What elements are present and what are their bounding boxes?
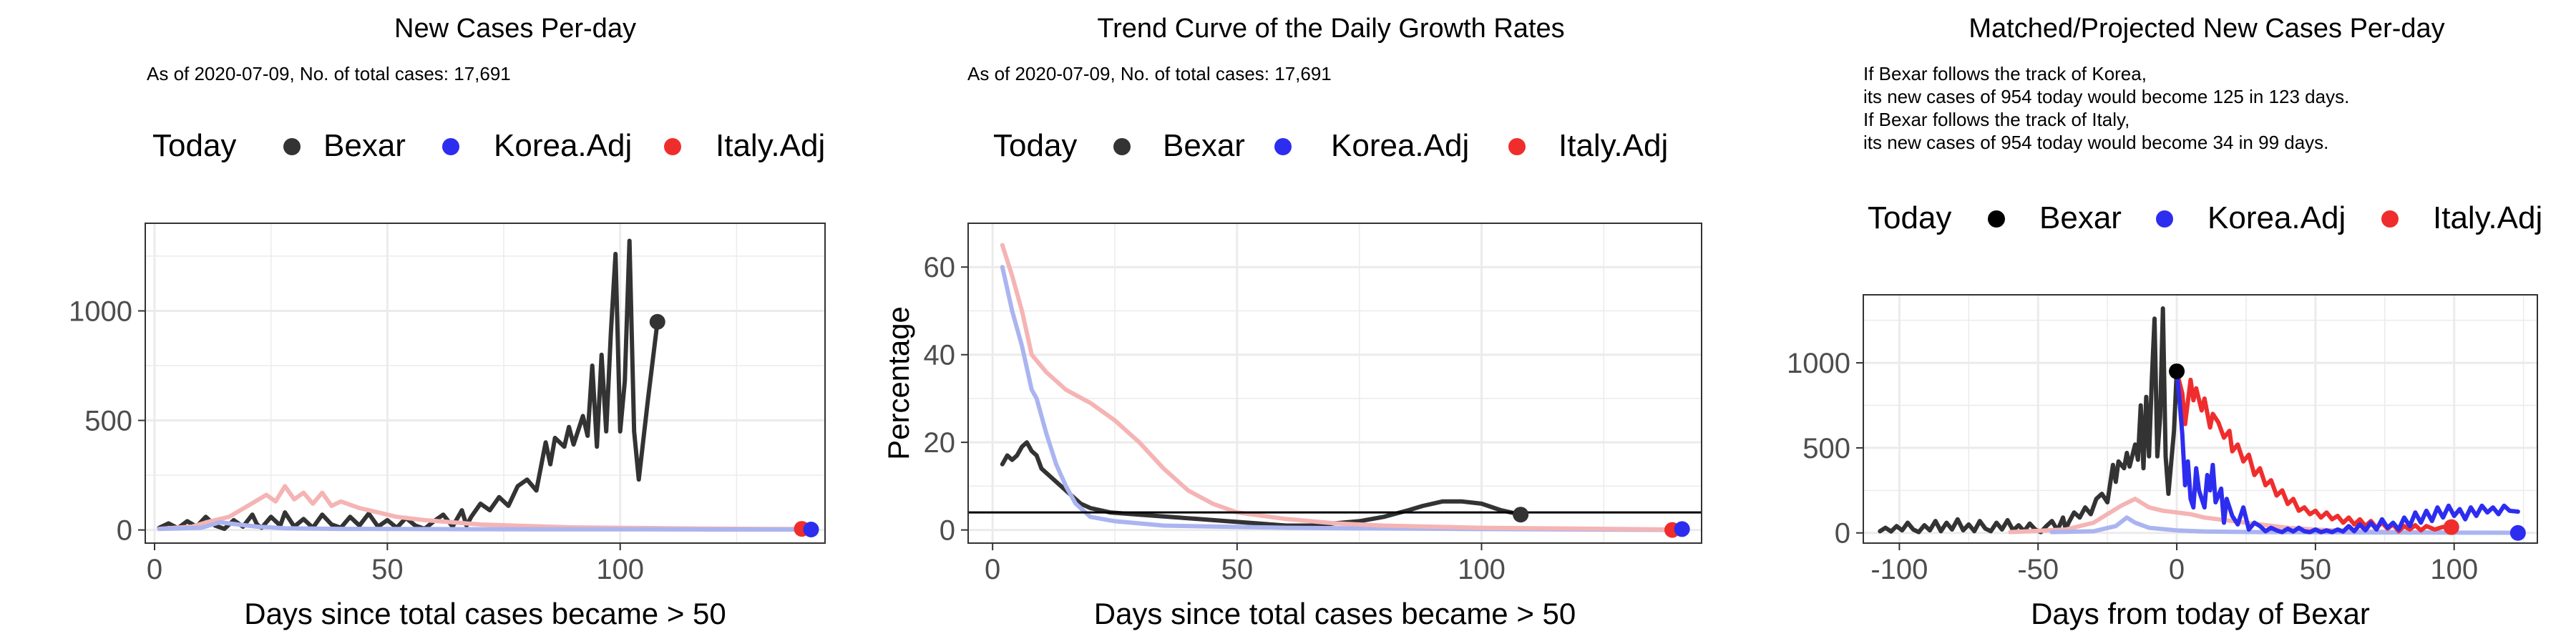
y-axis-label: Percentage — [882, 306, 915, 460]
legend-label-bexar: Bexar — [1163, 128, 1245, 163]
chart-panel-1: New Cases Per-day As of 2020-07-09, No. o… — [69, 14, 826, 630]
today-point-korea-adj — [803, 522, 819, 538]
x-tick-label: 100 — [1458, 554, 1506, 585]
legend-title: Today — [1868, 200, 1951, 235]
y-tick-label: 0 — [1835, 518, 1850, 550]
y-tick-label: 1000 — [69, 296, 132, 327]
legend-label-korea: Korea.Adj — [494, 128, 632, 163]
y-tick-label: 1000 — [1787, 348, 1850, 379]
chart-legend: Today Bexar Korea.Adj Italy.Adj — [152, 128, 825, 163]
series-line-bexar — [1878, 306, 2179, 535]
legend-marker-bexar — [1113, 138, 1131, 155]
x-tick-label: 0 — [985, 554, 1000, 585]
chart-title: New Cases Per-day — [394, 14, 636, 44]
today-point-bexar — [649, 313, 665, 330]
chart-panel-2: Trend Curve of the Daily Growth Rates As … — [882, 14, 1702, 630]
chart-subtitle: As of 2020-07-09, No. of total cases: 17… — [147, 63, 511, 84]
annotation-line: its new cases of 954 today would become … — [1863, 86, 2349, 107]
y-tick-label: 20 — [924, 427, 956, 459]
legend-label-korea: Korea.Adj — [1331, 128, 1469, 163]
annotation-line: its new cases of 954 today would become … — [1863, 132, 2328, 153]
grid-lines — [968, 223, 1702, 543]
series-line-korea-adj — [157, 519, 814, 532]
legend-marker-italy — [1508, 138, 1526, 155]
chart-title: Trend Curve of the Daily Growth Rates — [1097, 14, 1564, 44]
today-point-italy-adj — [2443, 519, 2459, 535]
series-group — [1000, 243, 1684, 532]
legend-label-bexar: Bexar — [2039, 200, 2122, 235]
legend-label-italy: Italy.Adj — [2433, 200, 2542, 235]
chart-title: Matched/Projected New Cases Per-day — [1968, 14, 2444, 44]
series-group — [1878, 306, 2520, 535]
x-tick-label: -50 — [2017, 554, 2059, 585]
x-tick-label: 100 — [596, 554, 644, 585]
today-point-korea-adj — [2509, 525, 2526, 541]
legend-label-korea: Korea.Adj — [2207, 200, 2346, 235]
legend-marker-korea — [442, 138, 459, 155]
x-tick-label: 0 — [147, 554, 162, 585]
legend-marker-italy — [664, 138, 681, 155]
plot-border — [1863, 294, 2538, 544]
y-tick-label: 60 — [924, 252, 956, 283]
chart-legend: Today Bexar Korea.Adj Italy.Adj — [1868, 200, 2542, 235]
y-tick-label: 0 — [117, 515, 132, 547]
today-point-bexar — [2169, 363, 2185, 379]
y-tick-label: 500 — [1802, 433, 1850, 464]
series-line-korea-adj — [2175, 369, 2520, 535]
x-axis-label: Days from today of Bexar — [2031, 597, 2370, 630]
plot-border — [967, 223, 1702, 544]
x-tick-label: 100 — [2430, 554, 2478, 585]
x-tick-label: 50 — [2300, 554, 2332, 585]
chart-subtitle: As of 2020-07-09, No. of total cases: 17… — [967, 63, 1332, 84]
x-tick-label: 50 — [1221, 554, 1254, 585]
legend-label-italy: Italy.Adj — [716, 128, 825, 163]
series-line-italy-adj — [1000, 243, 1674, 532]
series-line-korea-adj-faint — [2049, 515, 2520, 535]
legend-marker-bexar — [1988, 210, 2005, 228]
x-tick-label: -100 — [1870, 554, 1928, 585]
legend-marker-korea — [1274, 138, 1292, 155]
x-axis-label: Days since total cases became > 50 — [244, 597, 726, 630]
annotation-line: If Bexar follows the track of Korea, — [1863, 63, 2147, 84]
legend-label-italy: Italy.Adj — [1558, 128, 1668, 163]
annotation-line: If Bexar follows the track of Italy, — [1863, 109, 2129, 130]
legend-title: Today — [993, 128, 1077, 163]
series-line-bexar — [157, 238, 660, 532]
series-line-italy-adj — [2175, 369, 2454, 534]
legend-marker-korea — [2156, 210, 2173, 228]
legend-marker-italy — [2381, 210, 2399, 228]
x-tick-label: 0 — [2169, 554, 2185, 585]
y-tick-label: 40 — [924, 340, 956, 371]
legend-label-bexar: Bexar — [323, 128, 406, 163]
series-line-korea-adj — [1000, 265, 1684, 532]
y-tick-label: 0 — [940, 515, 955, 547]
today-point-bexar — [1513, 507, 1529, 523]
chart-legend: Today Bexar Korea.Adj Italy.Adj — [993, 128, 1668, 163]
legend-marker-bexar — [283, 138, 301, 155]
today-point-korea-adj — [1674, 521, 1690, 537]
series-line-bexar — [1000, 440, 1523, 528]
legend-title: Today — [152, 128, 236, 163]
y-tick-label: 500 — [84, 406, 132, 437]
x-tick-label: 50 — [371, 554, 404, 585]
x-axis-label: Days since total cases became > 50 — [1094, 597, 1576, 630]
chart-panel-3: Matched/Projected New Cases Per-day If Be… — [1787, 14, 2542, 630]
grid-lines — [145, 223, 825, 543]
plot-border — [145, 223, 826, 544]
series-group — [157, 238, 814, 532]
